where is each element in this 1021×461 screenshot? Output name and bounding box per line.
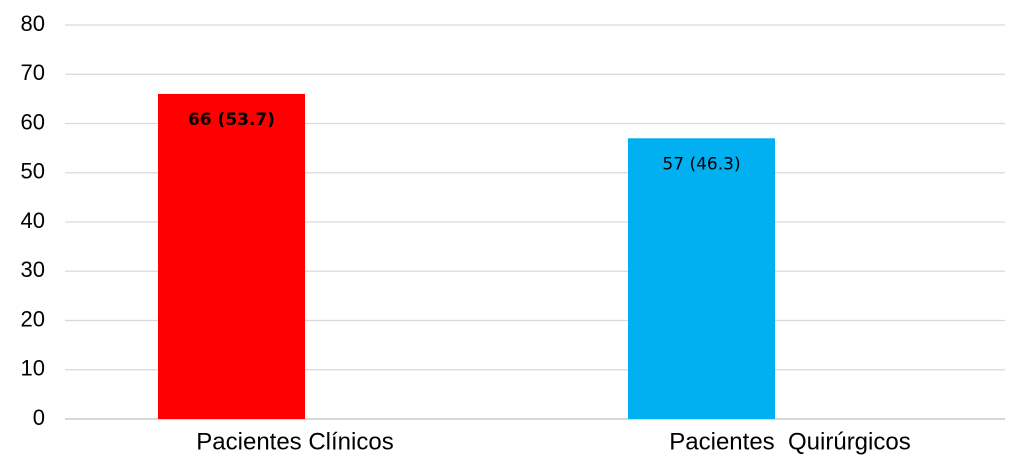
y-tick-label: 50 <box>21 159 45 184</box>
y-tick-label: 70 <box>21 60 45 85</box>
y-tick-label: 80 <box>21 11 45 36</box>
y-tick-label: 30 <box>21 257 45 282</box>
bar <box>628 138 775 419</box>
value-label: 57 (46.3) <box>662 154 740 174</box>
y-tick-label: 0 <box>33 405 45 430</box>
y-tick-label: 60 <box>21 109 45 134</box>
y-tick-label: 20 <box>21 306 45 331</box>
bar <box>158 93 305 419</box>
x-tick-label: Pacientes Quirúrgicos <box>669 428 910 455</box>
value-label: 66 (53.7) <box>188 110 275 130</box>
y-tick-label: 10 <box>21 356 45 381</box>
x-tick-label: Pacientes Clínicos <box>196 428 393 455</box>
y-tick-label: 40 <box>21 208 45 233</box>
